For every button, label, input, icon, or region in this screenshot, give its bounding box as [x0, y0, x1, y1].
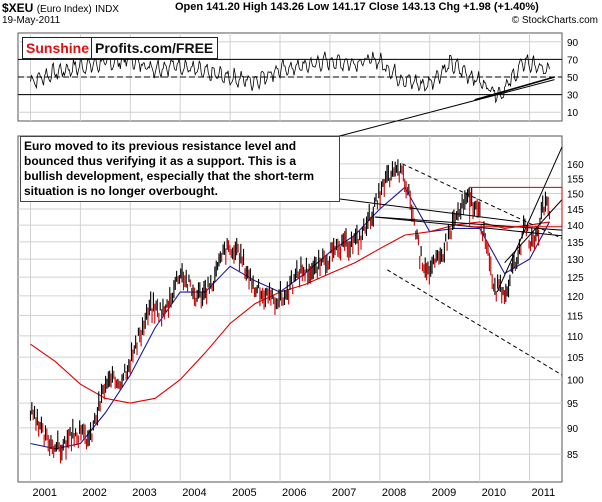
x-tick-label: 2003 — [132, 487, 156, 499]
rsi-panel — [18, 51, 562, 104]
x-tick-label: 2005 — [232, 487, 256, 499]
resistance-box — [469, 186, 563, 228]
price-tick-label: 120 — [567, 292, 584, 303]
resistance-line — [374, 216, 563, 231]
rising-trend-inner — [504, 199, 563, 264]
price-tick-label: 160 — [567, 160, 584, 171]
brand-logo-sunshine: Sunshine — [23, 38, 93, 58]
symbol-title: $XEU (Euro Index) INDX — [2, 1, 119, 15]
x-tick-label: 2011 — [532, 487, 556, 499]
price-tick-label: 130 — [567, 255, 584, 266]
rsi-tick-label: 70 — [567, 55, 579, 66]
rsi-tick-label: 10 — [567, 108, 579, 119]
symbol-subtitle: (Euro Index) — [36, 4, 92, 15]
moving-average-fast — [30, 186, 550, 450]
x-tick-label: 2007 — [332, 487, 356, 499]
price-tick-label: 125 — [567, 273, 584, 284]
stockcharts-credit: © StockCharts.com — [511, 15, 598, 26]
resistance-line-lower — [374, 216, 563, 237]
tick-labels: 2001 2002 2003 2004 2005 2006 2007 2008 2009 2010… — [32, 38, 584, 499]
rising-trend-outer — [496, 146, 563, 293]
x-tick-label: 2001 — [32, 487, 56, 499]
exchange-label: INDX — [95, 4, 119, 15]
price-panel — [29, 159, 551, 464]
price-tick-label: 110 — [567, 332, 583, 343]
price-tick-label: 140 — [567, 221, 584, 232]
x-tick-label: 2008 — [382, 487, 406, 499]
price-tick-label: 90 — [567, 424, 579, 435]
grid — [17, 32, 563, 483]
price-tick-label: 95 — [567, 399, 579, 410]
annotation-pointer-rsi — [331, 79, 555, 139]
rsi-tick-label: 50 — [567, 73, 579, 84]
rsi-tick-label: 90 — [567, 38, 579, 49]
price-tick-label: 100 — [567, 376, 584, 387]
brand-logo-profits: Profits.com/FREE — [95, 40, 214, 56]
rsi-tick-label: 30 — [567, 91, 579, 102]
brand-logo: Sunshine Profits.com/FREE — [22, 37, 219, 59]
x-tick-label: 2002 — [82, 487, 106, 499]
x-tick-label: 2004 — [182, 487, 206, 499]
x-tick-label: 2006 — [282, 487, 306, 499]
chart-date: 19-May-2011 — [2, 15, 61, 26]
price-tick-label: 115 — [567, 311, 583, 322]
annotation-lines — [331, 79, 563, 376]
price-tick-label: 135 — [567, 238, 584, 249]
price-tick-label: 85 — [567, 450, 579, 461]
price-tick-label: 155 — [567, 174, 584, 185]
channel-lower-dashed — [387, 269, 563, 376]
x-tick-label: 2009 — [432, 487, 456, 499]
price-tick-label: 150 — [567, 189, 584, 200]
price-tick-label: 145 — [567, 205, 584, 216]
annotation-pointer-price — [331, 197, 520, 223]
rsi-trendline — [474, 76, 555, 101]
channel-upper-dashed — [402, 163, 563, 239]
x-tick-label: 2010 — [482, 487, 506, 499]
price-tick-label: 105 — [567, 353, 584, 364]
ohlc-readout: Open 141.20 High 143.26 Low 141.17 Close… — [175, 1, 539, 13]
annotation-textbox: Euro moved to its previous resistance le… — [20, 136, 340, 202]
